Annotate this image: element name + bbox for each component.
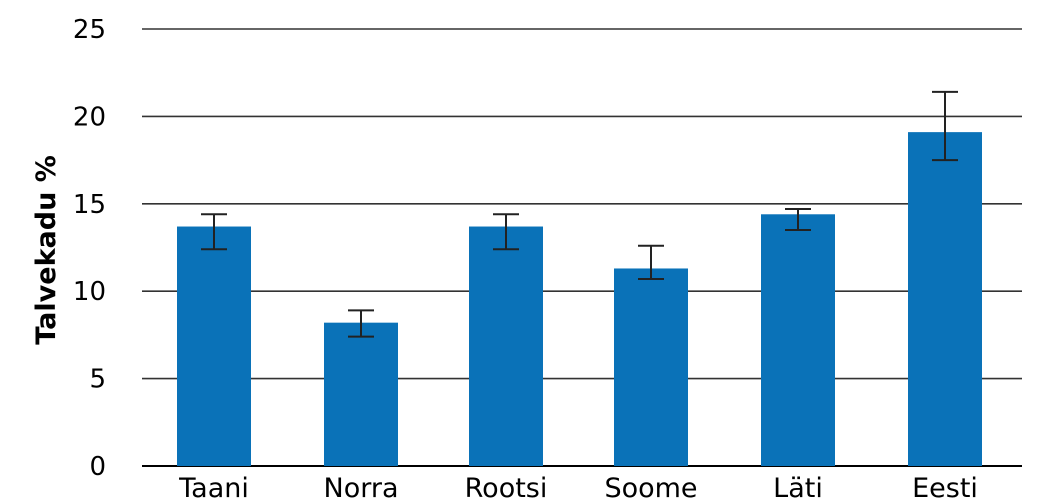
y-tick-label: 15 xyxy=(73,190,106,220)
x-tick-label: Taani xyxy=(178,473,249,502)
x-tick-label: Läti xyxy=(773,473,823,502)
bar xyxy=(908,132,982,466)
bar xyxy=(469,226,543,466)
y-tick-label: 5 xyxy=(89,365,106,395)
y-tick-label: 25 xyxy=(73,15,106,45)
y-tick-label: 10 xyxy=(73,277,106,307)
x-axis-labels: Taani Norra Rootsi Soome Läti Eesti xyxy=(178,473,978,502)
x-tick-label: Soome xyxy=(604,473,697,502)
x-tick-label: Eesti xyxy=(912,473,978,502)
bars xyxy=(177,132,982,466)
bar xyxy=(761,214,835,466)
bar xyxy=(614,268,688,466)
y-tick-label: 20 xyxy=(73,102,106,132)
y-axis-ticks: 0 5 10 15 20 25 xyxy=(73,15,106,482)
y-tick-label: 0 xyxy=(89,452,106,482)
x-tick-label: Rootsi xyxy=(465,473,548,502)
x-tick-label: Norra xyxy=(324,473,399,502)
bar xyxy=(177,226,251,466)
error-bars xyxy=(201,90,958,338)
bar xyxy=(324,322,398,466)
y-axis-title: Talvekadu % xyxy=(31,155,62,345)
gridlines xyxy=(142,28,1022,467)
